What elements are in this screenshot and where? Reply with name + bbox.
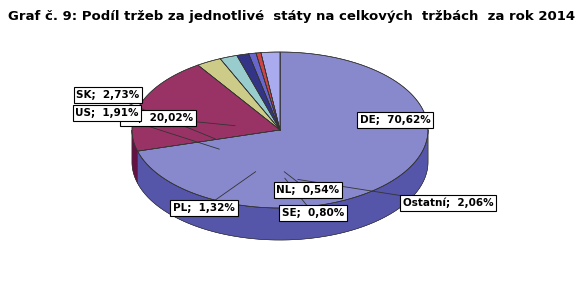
Text: Ostatní;  2,06%: Ostatní; 2,06% xyxy=(402,198,493,208)
Polygon shape xyxy=(132,130,137,183)
Text: NL;  0,54%: NL; 0,54% xyxy=(277,185,339,195)
Text: SK;  2,73%: SK; 2,73% xyxy=(77,90,140,100)
Text: SE;  0,80%: SE; 0,80% xyxy=(282,208,344,218)
Text: DE;  70,62%: DE; 70,62% xyxy=(360,115,431,125)
Polygon shape xyxy=(261,52,280,130)
Text: PL;  1,32%: PL; 1,32% xyxy=(173,203,235,213)
Text: CZ;  20,02%: CZ; 20,02% xyxy=(123,113,193,123)
Text: Graf č. 9: Podíl tržeb za jednotlivé  státy na celkových  tržbách  za rok 2014: Graf č. 9: Podíl tržeb za jednotlivé stá… xyxy=(8,10,576,23)
Polygon shape xyxy=(256,53,280,130)
Polygon shape xyxy=(220,55,280,130)
Polygon shape xyxy=(198,59,280,130)
Text: US;  1,91%: US; 1,91% xyxy=(75,108,139,118)
Polygon shape xyxy=(132,130,428,240)
Polygon shape xyxy=(237,54,280,130)
Polygon shape xyxy=(132,65,280,151)
Polygon shape xyxy=(249,53,280,130)
Polygon shape xyxy=(137,52,428,208)
Polygon shape xyxy=(137,130,428,240)
